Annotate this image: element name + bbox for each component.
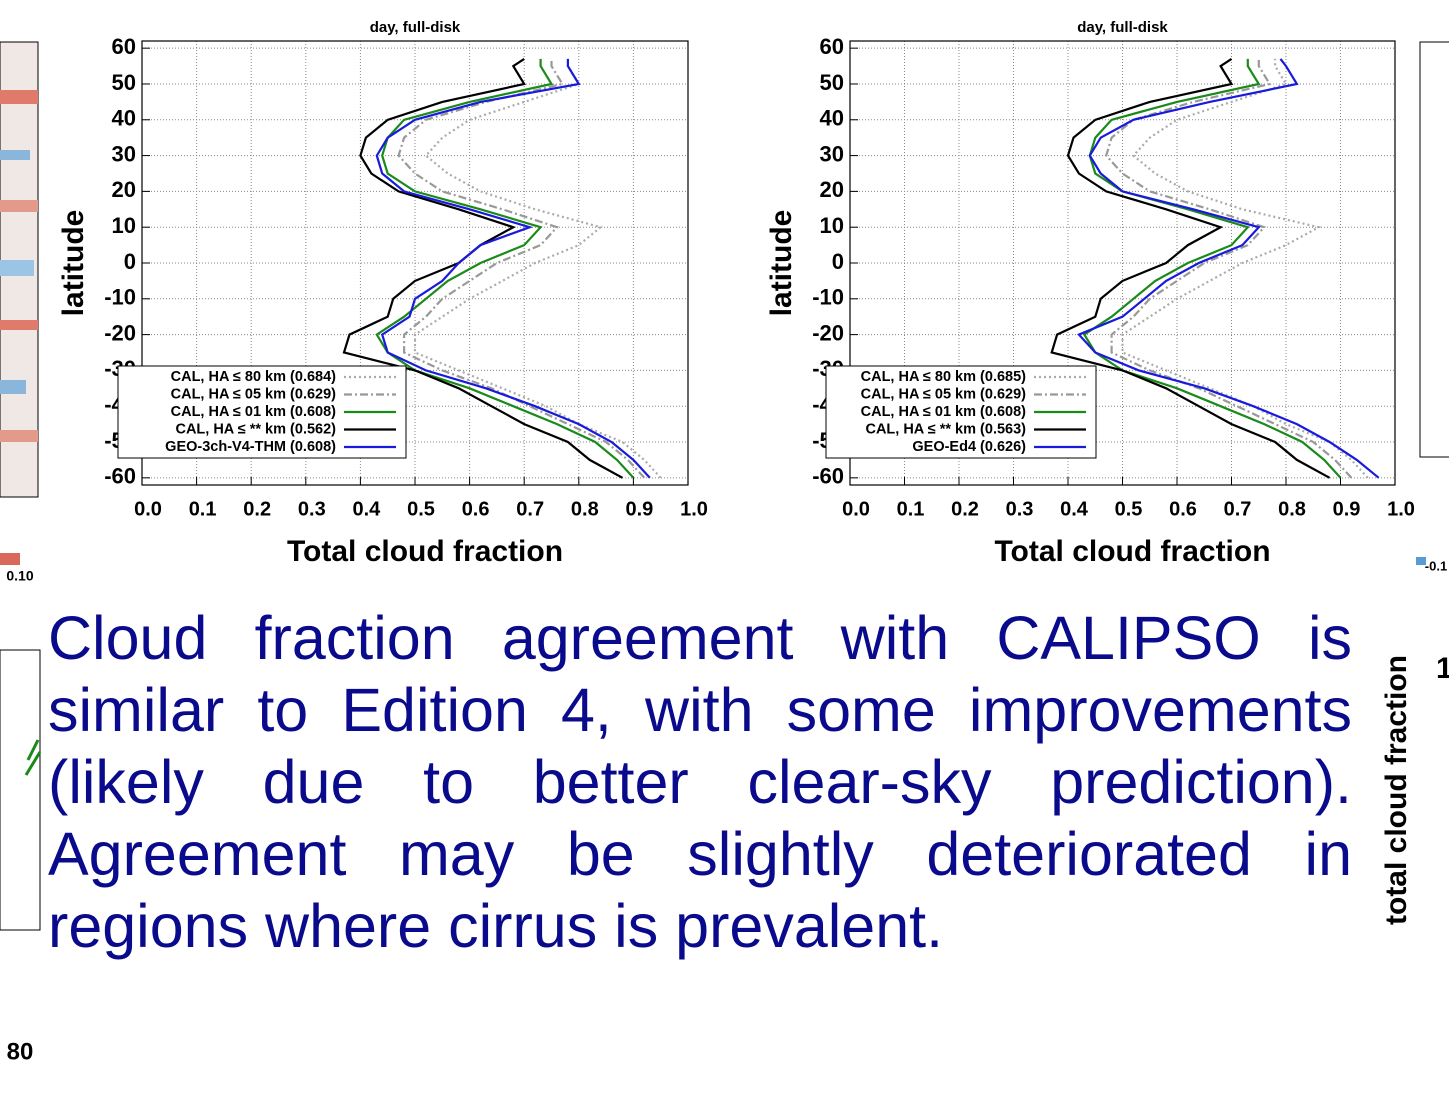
x-tick-label: 1.0 bbox=[1387, 498, 1415, 520]
x-tick-label: 0.2 bbox=[951, 498, 979, 520]
data-line bbox=[1079, 59, 1379, 478]
y-tick-label: 60 bbox=[112, 34, 136, 59]
data-line bbox=[1106, 59, 1351, 478]
fragment-label: -0.1 bbox=[1425, 558, 1447, 573]
data-line bbox=[377, 59, 634, 478]
y-tick-label: -60 bbox=[812, 464, 844, 489]
x-tick-label: 0.1 bbox=[189, 498, 217, 520]
left-map-fragment bbox=[0, 42, 40, 930]
y-tick-label: 20 bbox=[112, 177, 136, 202]
x-tick-label: 0.8 bbox=[571, 498, 599, 520]
legend-label: CAL, HA ≤ 01 km (0.608) bbox=[171, 404, 337, 420]
right-map-fragment: 1. bbox=[1416, 42, 1449, 685]
x-tick-label: 0.0 bbox=[842, 498, 870, 520]
legend-label: CAL, HA ≤ ** km (0.563) bbox=[865, 421, 1026, 437]
y-tick-label: -10 bbox=[104, 285, 136, 310]
y-tick-label: 40 bbox=[112, 106, 136, 131]
x-tick-label: 0.5 bbox=[407, 498, 435, 520]
x-tick-label: 0.7 bbox=[516, 498, 544, 520]
chart-title: day, full-disk bbox=[1077, 19, 1168, 36]
y-tick-label: 60 bbox=[820, 34, 844, 59]
x-tick-label: 0.6 bbox=[1169, 498, 1197, 520]
legend-label: CAL, HA ≤ 80 km (0.685) bbox=[861, 369, 1027, 385]
fragment-label: total cloud fraction bbox=[1380, 655, 1413, 925]
y-tick-label: 20 bbox=[820, 177, 844, 202]
x-tick-label: 0.5 bbox=[1115, 498, 1143, 520]
y-axis-label: latitude bbox=[765, 210, 798, 317]
x-tick-label: 0.8 bbox=[1278, 498, 1306, 520]
legend-label: CAL, HA ≤ 80 km (0.684) bbox=[171, 369, 337, 385]
x-tick-label: 0.3 bbox=[298, 498, 326, 520]
x-tick-label: 0.9 bbox=[625, 498, 653, 520]
legend-label: CAL, HA ≤ 05 km (0.629) bbox=[861, 386, 1027, 402]
y-tick-label: 30 bbox=[112, 141, 136, 166]
x-tick-label: 0.7 bbox=[1224, 498, 1252, 520]
chart-title: day, full-disk bbox=[370, 19, 461, 36]
y-tick-label: -10 bbox=[812, 285, 844, 310]
data-line bbox=[399, 59, 645, 478]
legend-label: CAL, HA ≤ ** km (0.562) bbox=[175, 421, 336, 437]
y-tick-label: -60 bbox=[104, 464, 136, 489]
svg-text:1.: 1. bbox=[1436, 652, 1449, 685]
y-tick-label: 50 bbox=[820, 70, 844, 95]
y-tick-label: -20 bbox=[812, 320, 844, 345]
fragment-label: 80 bbox=[7, 1038, 34, 1065]
paragraph: Cloud fraction agreement with CALIPSO is… bbox=[48, 602, 1352, 1098]
x-tick-label: 0.9 bbox=[1333, 498, 1361, 520]
y-tick-label: 10 bbox=[820, 213, 844, 238]
x-tick-label: 0.1 bbox=[897, 498, 925, 520]
x-tick-label: 0.0 bbox=[134, 498, 162, 520]
y-tick-label: 50 bbox=[112, 70, 136, 95]
x-axis-label: Total cloud fraction bbox=[994, 535, 1270, 568]
fragment-label: 0.10 bbox=[6, 568, 33, 584]
x-tick-label: 0.6 bbox=[462, 498, 490, 520]
data-line bbox=[1123, 59, 1368, 478]
y-tick-label: 0 bbox=[832, 249, 844, 274]
x-tick-label: 0.2 bbox=[243, 498, 271, 520]
y-tick-label: -20 bbox=[104, 320, 136, 345]
legend-label: CAL, HA ≤ 05 km (0.629) bbox=[171, 386, 337, 402]
legend-label: CAL, HA ≤ 01 km (0.608) bbox=[861, 404, 1027, 420]
x-tick-label: 1.0 bbox=[680, 498, 708, 520]
legend-label: GEO-3ch-V4-THM (0.608) bbox=[165, 439, 336, 455]
y-tick-label: 0 bbox=[124, 249, 136, 274]
x-tick-label: 0.4 bbox=[1060, 498, 1089, 520]
y-tick-label: 40 bbox=[820, 106, 844, 131]
data-line bbox=[415, 59, 661, 478]
y-tick-label: 30 bbox=[820, 141, 844, 166]
page: 0.10 80 1. -0.1 total cloud fraction day… bbox=[0, 0, 1449, 1098]
x-tick-label: 0.4 bbox=[352, 498, 381, 520]
legend-label: GEO-Ed4 (0.626) bbox=[912, 439, 1026, 455]
y-axis-label: latitude bbox=[57, 210, 90, 317]
x-tick-label: 0.3 bbox=[1006, 498, 1034, 520]
y-tick-label: 10 bbox=[112, 213, 136, 238]
data-line bbox=[377, 59, 650, 478]
data-line bbox=[1084, 59, 1340, 478]
x-axis-label: Total cloud fraction bbox=[287, 535, 563, 568]
